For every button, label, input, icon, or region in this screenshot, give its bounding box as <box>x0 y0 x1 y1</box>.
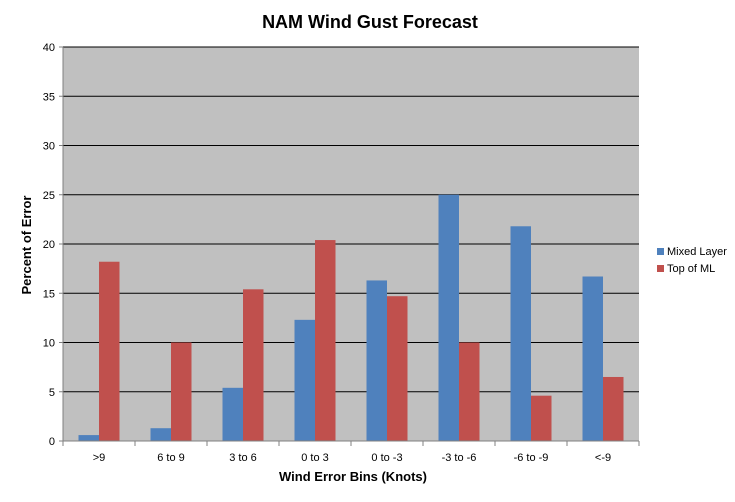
bar-mixed-layer-0 <box>78 435 99 441</box>
bar-top-of-ml-5 <box>459 342 480 441</box>
x-tick-label: 0 to -3 <box>371 452 402 464</box>
x-tick-label: >9 <box>93 452 106 464</box>
bar-top-of-ml-3 <box>315 240 336 441</box>
bar-top-of-ml-2 <box>243 289 264 441</box>
x-tick-label: 3 to 6 <box>229 452 257 464</box>
bar-mixed-layer-4 <box>366 280 387 441</box>
x-tick-label: 6 to 9 <box>157 452 185 464</box>
chart-title: NAM Wind Gust Forecast <box>262 12 478 32</box>
y-tick-label: 40 <box>43 42 55 54</box>
bar-top-of-ml-6 <box>531 395 552 441</box>
y-tick-label: 35 <box>43 91 55 103</box>
y-tick-label: 0 <box>49 436 55 448</box>
bar-top-of-ml-7 <box>603 376 624 441</box>
legend-swatch <box>657 265 664 272</box>
bar-top-of-ml-4 <box>387 296 408 441</box>
y-tick-label: 20 <box>43 239 55 251</box>
y-tick-label: 5 <box>49 387 55 399</box>
bar-mixed-layer-2 <box>222 387 243 441</box>
y-tick-label: 25 <box>43 190 55 202</box>
legend: Mixed Layer Top of ML <box>657 246 727 275</box>
bar-mixed-layer-1 <box>150 428 171 441</box>
y-tick-label: 15 <box>43 288 55 300</box>
bar-mixed-layer-6 <box>510 226 531 441</box>
bar-mixed-layer-7 <box>582 276 603 441</box>
legend-label: Mixed Layer <box>667 246 727 258</box>
x-tick-label: -6 to -9 <box>514 452 549 464</box>
legend-label: Top of ML <box>667 263 715 275</box>
y-tick-label: 10 <box>43 338 55 350</box>
y-axis-title: Percent of Error <box>19 196 34 295</box>
x-tick-label: <-9 <box>595 452 611 464</box>
x-axis-title: Wind Error Bins (Knots) <box>279 469 427 484</box>
bar-mixed-layer-3 <box>294 319 315 441</box>
bar-top-of-ml-0 <box>99 261 120 441</box>
bar-top-of-ml-1 <box>171 342 192 441</box>
x-tick-label: -3 to -6 <box>442 452 477 464</box>
bar-mixed-layer-5 <box>438 194 459 441</box>
x-tick-label: 0 to 3 <box>301 452 329 464</box>
y-tick-label: 30 <box>43 141 55 153</box>
legend-swatch <box>657 248 664 255</box>
